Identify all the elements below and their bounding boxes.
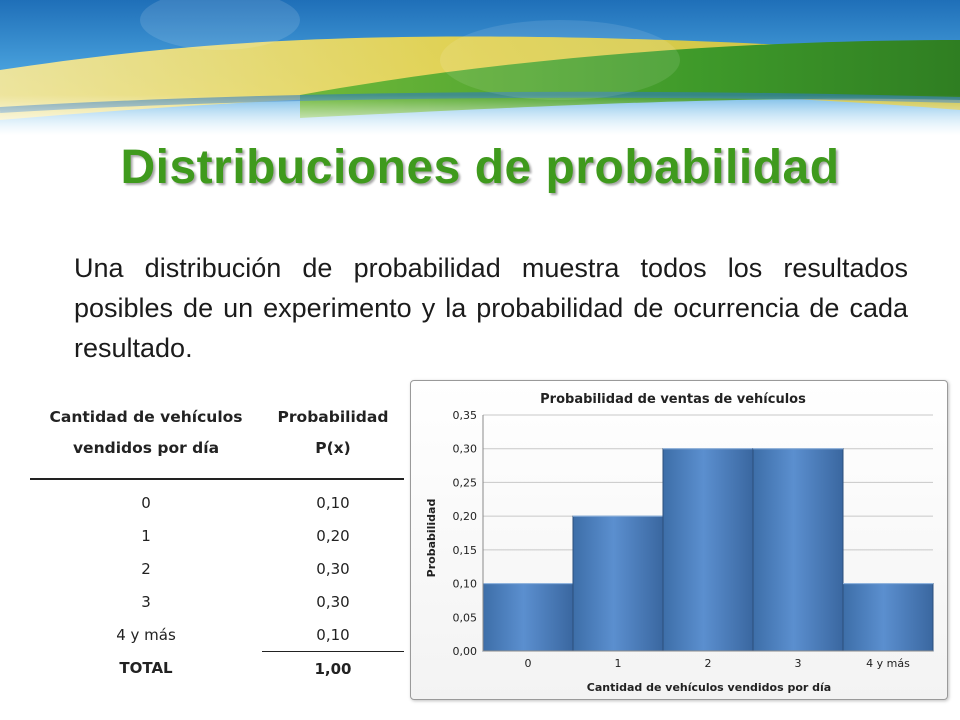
y-tick-label: 0,10	[453, 578, 478, 591]
y-tick-label: 0,20	[453, 510, 478, 523]
cell-quantity: 3	[141, 592, 151, 611]
bar-1	[572, 515, 664, 652]
table-row: 2 0,30	[30, 552, 404, 585]
bar-2	[662, 448, 754, 652]
bars	[482, 448, 934, 652]
bar-0	[482, 583, 574, 652]
header-quantity: Cantidad de vehículos vendidos por día	[30, 402, 262, 480]
cell-probability: 0,30	[316, 592, 350, 611]
cell-probability: 0,10	[316, 493, 350, 512]
slide-title: Distribuciones de probabilidad	[120, 141, 840, 194]
y-tick-label: 0,35	[453, 409, 478, 422]
y-tick-label: 0,15	[453, 544, 478, 557]
cell-quantity: 2	[141, 559, 151, 578]
chart-title: Probabilidad de ventas de vehículos	[540, 392, 806, 407]
y-tick-label: 0,05	[453, 611, 478, 624]
y-tick-label: 0,30	[453, 443, 478, 456]
header-quantity-line1: Cantidad de vehículos	[49, 408, 243, 426]
bar-4	[842, 583, 934, 652]
x-tick-label: 3	[795, 657, 802, 670]
x-tick-label: 0	[525, 657, 532, 670]
header-probability-line1: Probabilidad	[277, 408, 389, 426]
header-probability-line2: P(x)	[315, 439, 351, 457]
header-probability: Probabilidad P(x)	[262, 402, 404, 480]
total-value: 1,00	[314, 659, 352, 678]
x-axis-label: Cantidad de vehículos vendidos por día	[587, 681, 831, 694]
table-header-row: Cantidad de vehículos vendidos por día P…	[30, 402, 404, 480]
axes: 0,00 0,05 0,10 0,15 0,20 0,25 0,30 0,35 0 1 2 3 4 y …	[453, 409, 933, 670]
chart-container: Probabilidad de ventas de vehículos Prob…	[410, 380, 948, 700]
cell-quantity: 4 y más	[116, 625, 176, 644]
table-row: 1 0,20	[30, 519, 404, 552]
cell-quantity: 1	[141, 526, 151, 545]
x-tick-label: 4 y más	[866, 657, 910, 670]
total-label: TOTAL	[119, 659, 173, 678]
banner-graphic	[0, 0, 960, 135]
x-tick-label: 1	[615, 657, 622, 670]
header-banner	[0, 0, 960, 135]
header-quantity-line2: vendidos por día	[72, 439, 220, 457]
cell-probability: 0,20	[316, 526, 350, 545]
cell-probability: 0,10	[262, 618, 404, 652]
y-tick-label: 0,25	[453, 476, 478, 489]
cell-probability: 0,30	[316, 559, 350, 578]
x-tick-label: 2	[705, 657, 712, 670]
probability-table: Cantidad de vehículos vendidos por día P…	[30, 402, 404, 685]
intro-paragraph: Una distribución de probabilidad muestra…	[74, 253, 908, 363]
y-tick-label: 0,00	[453, 645, 478, 658]
y-axis-label: Probabilidad	[425, 499, 438, 578]
table-row: 3 0,30	[30, 585, 404, 618]
histogram-chart: Probabilidad de ventas de vehículos Prob…	[425, 392, 934, 694]
cell-quantity: 0	[141, 493, 151, 512]
table-total-row: TOTAL 1,00	[30, 652, 404, 686]
table-row: 0 0,10	[30, 479, 404, 519]
table-row: 4 y más 0,10	[30, 618, 404, 652]
bar-3	[752, 448, 844, 652]
